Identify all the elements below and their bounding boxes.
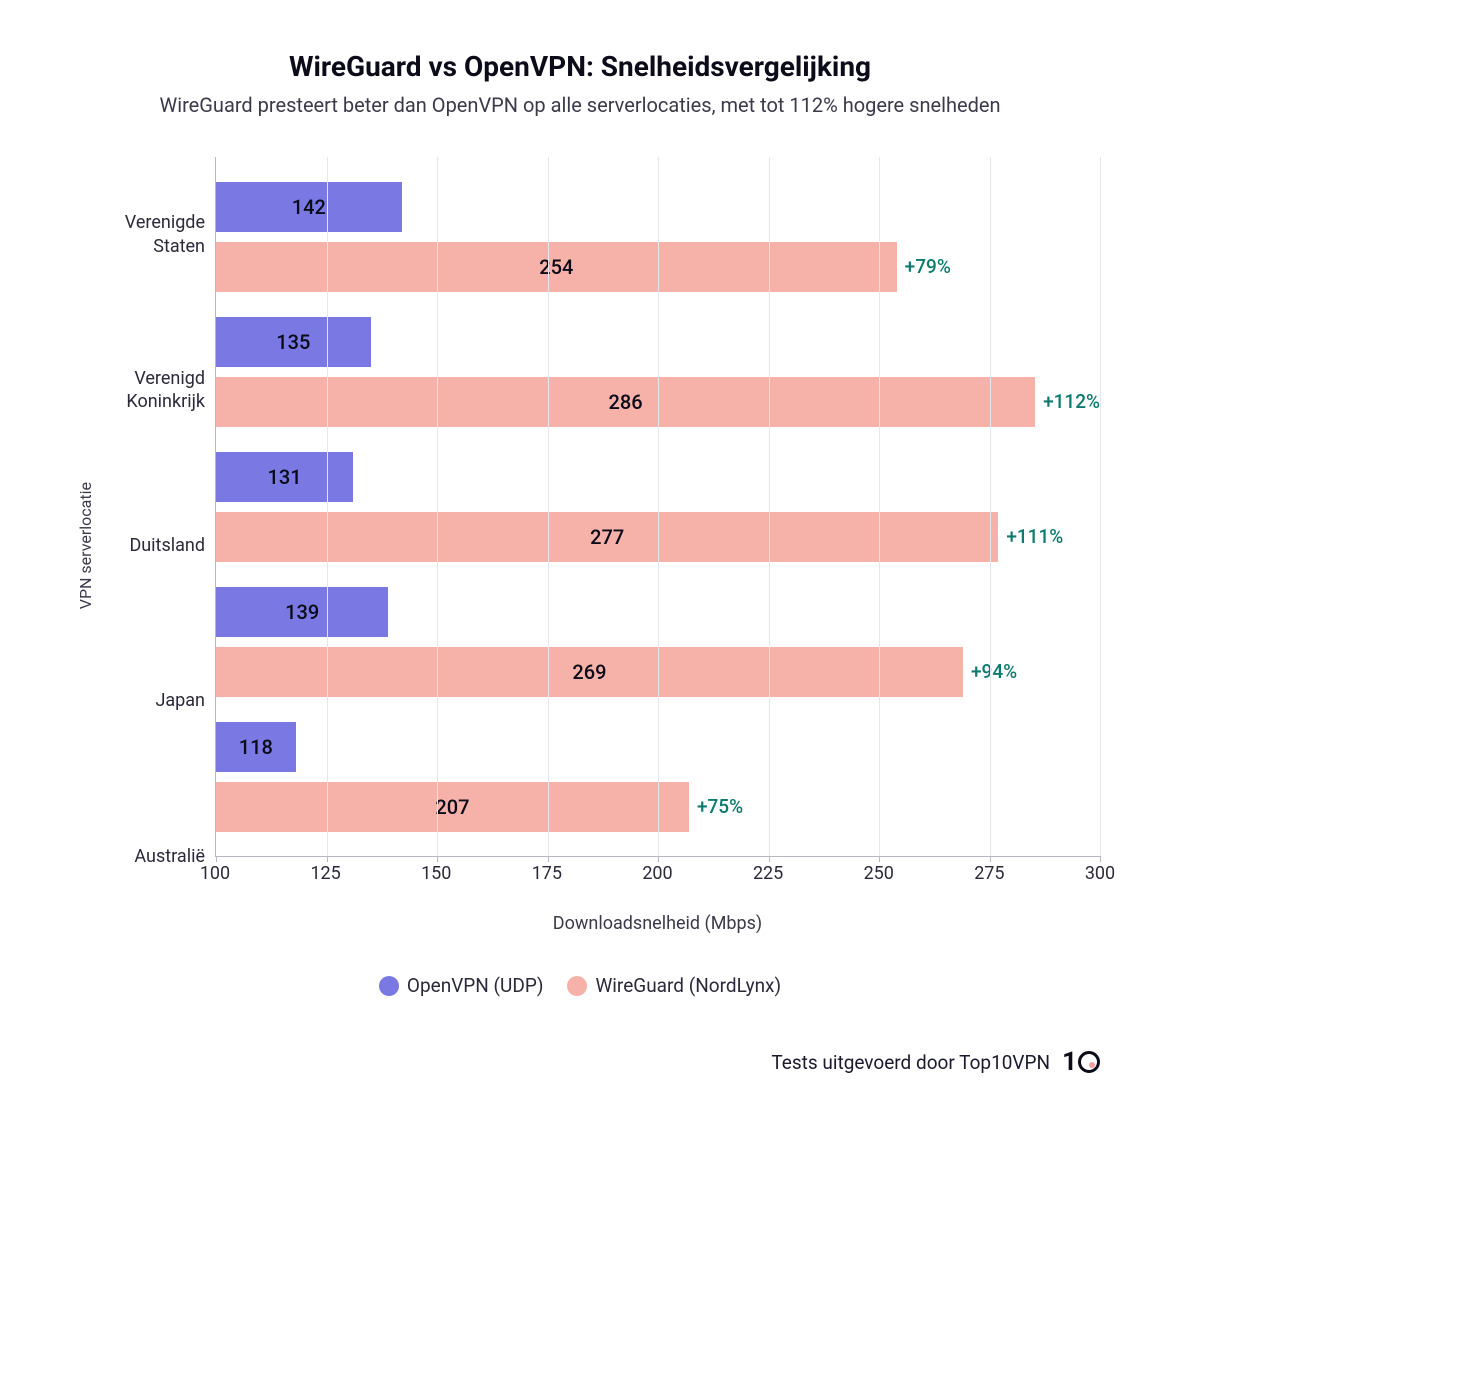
x-tick-mark (437, 856, 438, 862)
x-tick-mark (769, 856, 770, 862)
footer-text: Tests uitgevoerd door Top10VPN (771, 1051, 1050, 1074)
gridline (327, 157, 328, 856)
x-tick-mark (1100, 856, 1101, 862)
legend: OpenVPN (UDP) WireGuard (NordLynx) (60, 974, 1100, 997)
gridline (1100, 157, 1101, 856)
x-tick-label: 300 (1085, 863, 1115, 884)
legend-swatch (567, 976, 587, 996)
x-axis-label: Downloadsnelheid (Mbps) (215, 913, 1100, 934)
logo-text: 1 (1062, 1047, 1076, 1077)
x-tick-mark (990, 856, 991, 862)
y-axis-label: VPN serverlocatie (70, 482, 95, 609)
x-tick-label: 125 (310, 863, 340, 884)
x-tick-mark (879, 856, 880, 862)
pct-label: +111% (1006, 525, 1063, 548)
x-tick-mark (548, 856, 549, 862)
x-tick-label: 150 (421, 863, 451, 884)
bar-wireguard: 277 (216, 512, 998, 562)
x-tick-mark (327, 856, 328, 862)
bar-openvpn: 118 (216, 722, 296, 772)
gridline (437, 157, 438, 856)
chart-subtitle: WireGuard presteert beter dan OpenVPN op… (60, 93, 1100, 117)
x-tick-label: 200 (642, 863, 672, 884)
bar-wireguard: 269 (216, 647, 963, 697)
x-tick-label: 100 (200, 863, 230, 884)
bar-wireguard: 286 (216, 377, 1035, 427)
y-category-label: Duitsland (95, 475, 205, 615)
gridline (658, 157, 659, 856)
plot-area: 142 254 +79% 135 286 +112% 131 277 +111% 139 269 +9… (215, 157, 1100, 857)
x-tick-label: 175 (532, 863, 562, 884)
chart-card: WireGuard vs OpenVPN: Snelheidsvergelijk… (20, 20, 1140, 1107)
x-tick-mark (216, 856, 217, 862)
bar-openvpn: 131 (216, 452, 353, 502)
bar-openvpn: 139 (216, 587, 388, 637)
gridline (990, 157, 991, 856)
legend-item: OpenVPN (UDP) (379, 974, 544, 997)
legend-swatch (379, 976, 399, 996)
y-category-label: Australië (95, 786, 205, 926)
legend-label: WireGuard (NordLynx) (595, 974, 781, 997)
x-tick-label: 275 (974, 863, 1004, 884)
legend-item: WireGuard (NordLynx) (567, 974, 781, 997)
x-axis-ticks: 100125150175200225250275300 (215, 863, 1100, 893)
pct-label: +75% (697, 795, 743, 818)
footer: Tests uitgevoerd door Top10VPN 1 (60, 1047, 1100, 1077)
plot-column: 142 254 +79% 135 286 +112% 131 277 +111% 139 269 +9… (215, 157, 1100, 934)
x-tick-mark (658, 856, 659, 862)
chart-title: WireGuard vs OpenVPN: Snelheidsvergelijk… (60, 50, 1100, 83)
legend-label: OpenVPN (UDP) (407, 974, 544, 997)
x-tick-label: 250 (864, 863, 894, 884)
gridline (879, 157, 880, 856)
gridline (769, 157, 770, 856)
y-category-label: Japan (95, 631, 205, 771)
pct-label: +112% (1043, 390, 1100, 413)
pct-label: +79% (905, 255, 951, 278)
bar-wireguard: 207 (216, 782, 689, 832)
pct-label: +94% (971, 660, 1017, 683)
bar-wireguard: 254 (216, 242, 897, 292)
brand-logo: 1 (1062, 1047, 1100, 1077)
y-category-label: Verenigd Koninkrijk (95, 320, 205, 460)
bar-openvpn: 142 (216, 182, 402, 232)
logo-dot-icon (1078, 1051, 1100, 1073)
y-axis-categories: Verenigde Staten Verenigd Koninkrijk Duits… (95, 157, 215, 934)
bar-openvpn: 135 (216, 317, 371, 367)
chart-area: VPN serverlocatie Verenigde StatenVereni… (70, 157, 1100, 934)
gridline (548, 157, 549, 856)
y-category-label: Verenigde Staten (95, 165, 205, 305)
x-tick-label: 225 (753, 863, 783, 884)
